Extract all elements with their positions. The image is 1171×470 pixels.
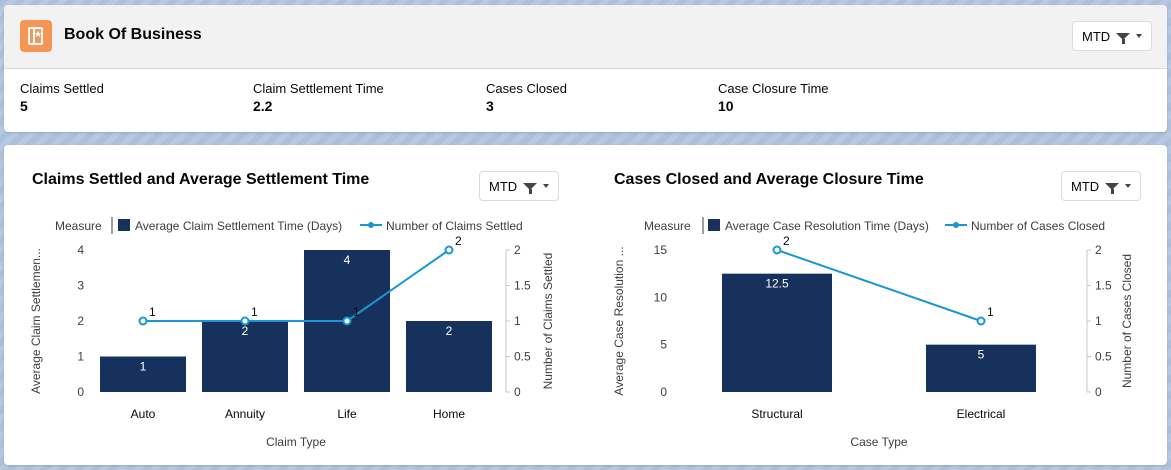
x-tick-label: Electrical: [957, 407, 1006, 421]
metric-case-closure-time: Case Closure Time 10: [718, 81, 829, 114]
metric-label: Cases Closed: [486, 81, 567, 96]
bar-value-label: 5: [978, 348, 985, 362]
line-point: [240, 316, 250, 326]
page-title: Book Of Business: [64, 26, 202, 43]
y-tick-label: 4: [77, 243, 84, 257]
book-of-business-card: ★ Book Of Business MTD Claims Settled 5 …: [4, 5, 1167, 132]
x-tick-label: Annuity: [225, 407, 265, 421]
line-value-label: 1: [353, 305, 360, 319]
metric-value: 10: [718, 98, 734, 114]
line-value-label: 1: [987, 305, 994, 319]
chevron-down-icon: [1125, 184, 1132, 188]
line-series: [143, 249, 450, 322]
bar-value-label: 12.5: [765, 277, 789, 291]
legend-swatch-bar: [118, 219, 130, 231]
legend-label: Number of Claims Settled: [386, 219, 523, 233]
chart1-mtd-filter-button[interactable]: MTD: [479, 171, 560, 201]
y2-tick-label: 0: [514, 385, 521, 399]
y-axis-title: Average Claim Settlemen...: [29, 248, 43, 394]
metric-label: Claims Settled: [20, 81, 104, 96]
legend-swatch-bar: [708, 219, 720, 231]
bar-value-label: 2: [446, 324, 453, 338]
mtd-filter-button[interactable]: MTD: [1072, 21, 1153, 51]
y-tick-label: 1: [77, 350, 84, 364]
y-tick-label: 0: [660, 385, 667, 399]
line-value-label: 1: [251, 305, 258, 319]
y-tick-label: 0: [77, 385, 84, 399]
x-tick-label: Auto: [131, 407, 156, 421]
bar: [202, 321, 288, 392]
line-point: [444, 245, 454, 255]
y2-tick-label: 2: [1095, 243, 1102, 257]
chart2-mtd-filter-button[interactable]: MTD: [1061, 171, 1142, 201]
bar: [926, 344, 1036, 392]
y-axis-title: Average Case Resolution ...: [612, 246, 626, 395]
card-header: ★ Book Of Business MTD: [4, 5, 1167, 69]
y2-tick-label: 0: [1095, 385, 1102, 399]
chevron-down-icon: [1136, 34, 1143, 38]
bar-value-label: 1: [140, 360, 147, 374]
y2-tick-label: 2: [514, 243, 521, 257]
filter-icon: [1105, 182, 1120, 194]
cases-chart: Measure Average Case Resolution Time (Day…: [612, 217, 1134, 449]
filter-icon: [1116, 32, 1131, 44]
legend-label: Number of Cases Closed: [971, 219, 1105, 233]
bar-value-label: 2: [242, 324, 249, 338]
line-value-label: 1: [149, 305, 156, 319]
bar-value-label: 4: [344, 253, 351, 267]
line-point: [976, 316, 986, 326]
line-series: [776, 249, 982, 322]
x-tick-label: Home: [433, 407, 465, 421]
y-tick-label: 10: [654, 290, 668, 304]
claims-chart: Measure Average Claim Settlement Time (Da…: [29, 217, 555, 449]
x-axis-title: Claim Type: [266, 435, 326, 449]
metric-value: 2.2: [253, 98, 273, 114]
metric-claims-settled: Claims Settled 5: [20, 81, 104, 114]
filter-icon: [523, 182, 538, 194]
chart-title: Claims Settled and Average Settlement Ti…: [32, 171, 370, 188]
legend-swatch-point: [953, 222, 959, 228]
line-value-label: 2: [455, 234, 462, 248]
chart-title: Cases Closed and Average Closure Time: [614, 171, 924, 188]
filter-label: MTD: [1082, 28, 1111, 44]
metric-cases-closed: Cases Closed 3: [486, 81, 567, 114]
y2-tick-label: 1: [514, 314, 521, 328]
bar: [406, 321, 492, 392]
y-tick-label: 15: [654, 243, 668, 257]
y-tick-label: 5: [660, 338, 667, 352]
y2-tick-label: 0.5: [1095, 350, 1112, 364]
legend-title: Measure: [55, 219, 102, 233]
line-point: [342, 316, 352, 326]
line-point: [772, 245, 782, 255]
bar: [722, 273, 832, 392]
x-axis-title: Case Type: [850, 435, 907, 449]
y2-tick-label: 1: [1095, 314, 1102, 328]
legend-label: Average Claim Settlement Time (Days): [135, 219, 342, 233]
filter-label: MTD: [1071, 178, 1100, 194]
line-point: [138, 316, 148, 326]
charts-card: Claims Settled and Average Settlement Ti…: [4, 145, 1167, 465]
metric-value: 5: [20, 98, 28, 114]
legend-title: Measure: [644, 219, 691, 233]
line-value-label: 2: [783, 234, 790, 248]
metric-label: Case Closure Time: [718, 81, 829, 96]
legend-swatch-point: [368, 222, 374, 228]
bar: [100, 356, 186, 392]
chevron-down-icon: [543, 184, 550, 188]
metric-claim-settlement-time: Claim Settlement Time 2.2: [253, 81, 384, 114]
y-tick-label: 3: [77, 279, 84, 293]
y2-axis-title: Number of Claims Settled: [541, 253, 555, 390]
legend-label: Average Case Resolution Time (Days): [725, 219, 929, 233]
book-icon: ★: [20, 20, 52, 52]
x-tick-label: Life: [337, 407, 357, 421]
x-tick-label: Structural: [751, 407, 802, 421]
filter-label: MTD: [489, 178, 518, 194]
y-tick-label: 2: [77, 314, 84, 328]
metric-label: Claim Settlement Time: [253, 81, 384, 96]
y2-axis-title: Number of Cases Closed: [1120, 254, 1134, 388]
y2-tick-label: 1.5: [514, 279, 531, 293]
y2-tick-label: 0.5: [514, 350, 531, 364]
y2-tick-label: 1.5: [1095, 279, 1112, 293]
metric-value: 3: [486, 98, 494, 114]
